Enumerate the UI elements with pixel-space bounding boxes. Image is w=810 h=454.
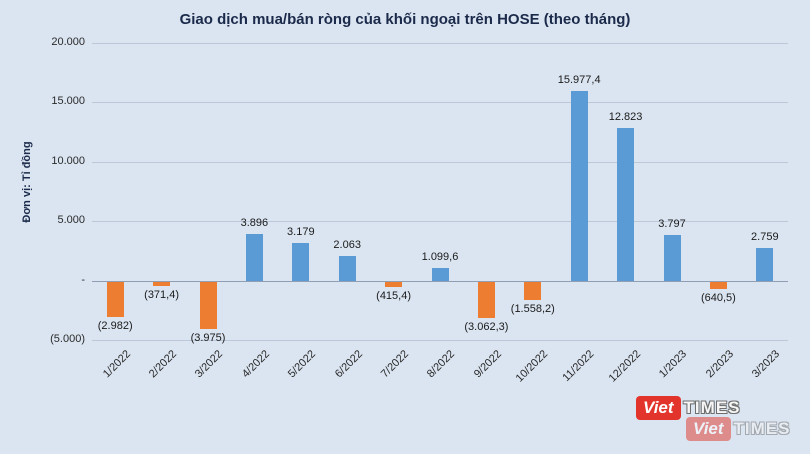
y-tick-label: 10.000 xyxy=(51,154,85,167)
plot-area xyxy=(92,43,788,341)
viettimes-logo-times-text: TIMES xyxy=(683,398,741,417)
bar-2/2022 xyxy=(153,281,171,286)
bar-7/2022 xyxy=(385,281,403,287)
bar-value-label: 12.823 xyxy=(608,111,643,124)
zero-axis-line xyxy=(92,280,788,282)
viettimes-logo: Viet TIMES xyxy=(636,396,741,420)
viettimes-logo-red-box: Viet xyxy=(686,417,731,441)
x-tick-label: 3/2022 xyxy=(193,348,226,381)
bar-value-label: 15.977,4 xyxy=(557,73,601,86)
bar-1/2023 xyxy=(663,235,681,281)
x-tick-label: 1/2022 xyxy=(100,348,133,381)
bar-3/2023 xyxy=(756,247,774,281)
gridline xyxy=(92,340,788,341)
bar-6/2022 xyxy=(338,256,356,281)
bar-5/2022 xyxy=(292,242,310,281)
bar-10/2022 xyxy=(524,281,542,301)
x-tick-label: 11/2022 xyxy=(560,348,597,385)
bar-12/2022 xyxy=(617,128,635,281)
bar-value-label: (640,5) xyxy=(700,292,736,305)
chart-title: Giao dịch mua/bán ròng của khối ngoại tr… xyxy=(179,11,631,28)
bar-11/2022 xyxy=(570,90,588,281)
y-axis-title: Đơn vị: Tỉ đồng xyxy=(21,141,33,223)
bar-value-label: (1.558,2) xyxy=(510,303,555,316)
viettimes-watermark: Viet TIMES Viet TIMES xyxy=(634,396,806,448)
x-tick-label: 2/2023 xyxy=(703,348,736,381)
gridline xyxy=(92,102,788,104)
x-tick-label: 2/2022 xyxy=(146,348,180,381)
y-tick-label: (5.000) xyxy=(50,333,85,345)
bar-value-label: (415,4) xyxy=(376,289,412,302)
x-tick-label: 1/2023 xyxy=(657,348,690,381)
bar-value-label: (2.982) xyxy=(97,320,133,333)
viettimes-logo-times-text: TIMES xyxy=(733,419,791,438)
bar-value-label: 3.179 xyxy=(287,225,315,238)
x-tick-label: 4/2022 xyxy=(239,348,272,381)
bar-1/2022 xyxy=(106,281,124,318)
x-tick-label: 7/2022 xyxy=(378,348,412,381)
x-tick-label: 10/2022 xyxy=(513,348,551,385)
y-tick-label: 5.000 xyxy=(57,214,85,227)
x-tick-label: 9/2022 xyxy=(471,348,504,381)
bar-value-label: (371,4) xyxy=(144,289,180,301)
bar-3/2022 xyxy=(199,281,217,329)
x-tick-label: 5/2022 xyxy=(286,348,319,381)
y-tick-label: - xyxy=(81,273,85,286)
bar-value-label: 3.896 xyxy=(240,217,269,230)
bar-value-label: 2.759 xyxy=(751,230,779,243)
x-tick-label: 12/2022 xyxy=(606,348,644,385)
bar-value-label: (3.975) xyxy=(190,331,226,344)
y-tick-label: 15.000 xyxy=(51,95,85,108)
viettimes-logo-red-box: Viet xyxy=(636,396,681,420)
bar-value-label: (3.062,3) xyxy=(464,320,509,333)
gridline xyxy=(92,43,788,44)
bar-value-label: 3.797 xyxy=(658,218,686,231)
x-tick-label: 6/2022 xyxy=(332,348,365,381)
bar-value-label: 2.063 xyxy=(333,239,361,252)
x-tick-label: 3/2023 xyxy=(750,348,783,381)
bar-9/2022 xyxy=(477,281,495,318)
bar-8/2022 xyxy=(431,267,449,281)
viettimes-logo-shadow: Viet TIMES xyxy=(686,417,791,441)
gridline xyxy=(92,221,788,223)
gridline xyxy=(92,161,788,163)
bar-2/2023 xyxy=(709,281,727,290)
bar-value-label: 1.099,6 xyxy=(421,250,459,263)
y-tick-label: 20.000 xyxy=(51,36,85,48)
bar-4/2022 xyxy=(245,234,263,281)
x-tick-label: 8/2022 xyxy=(425,348,458,381)
